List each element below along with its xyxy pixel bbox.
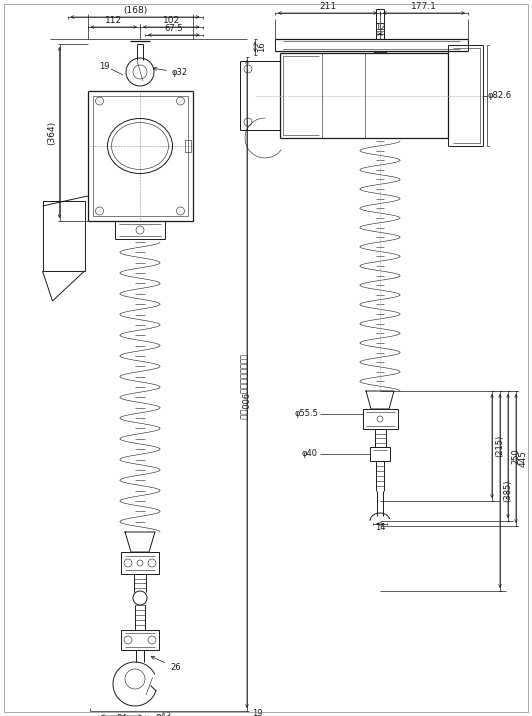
Text: 445: 445 (519, 450, 528, 467)
Polygon shape (125, 532, 155, 552)
Text: φ43: φ43 (155, 712, 171, 716)
Text: (385): (385) (503, 480, 512, 502)
Text: φ40: φ40 (302, 450, 318, 458)
Text: 16: 16 (257, 42, 266, 52)
Text: 14: 14 (375, 523, 385, 532)
Text: フック間最小距離900以下: フック間最小距離900以下 (239, 354, 248, 420)
Text: φ82.6: φ82.6 (488, 91, 512, 100)
Text: 12: 12 (375, 23, 385, 32)
Text: 177.1: 177.1 (411, 2, 437, 11)
Text: 26: 26 (151, 657, 181, 672)
Text: (364): (364) (47, 120, 56, 145)
Polygon shape (366, 391, 394, 409)
Text: 102: 102 (163, 16, 180, 25)
Text: 19: 19 (99, 62, 109, 71)
Bar (370, 447, 390, 461)
Text: (168): (168) (123, 6, 147, 15)
Bar (185, 140, 190, 152)
Bar (121, 630, 159, 650)
Text: 112: 112 (105, 16, 122, 25)
Text: 211: 211 (319, 2, 336, 11)
Text: 250: 250 (511, 448, 520, 464)
Bar (43, 201, 85, 271)
Text: 84: 84 (116, 714, 127, 716)
Text: φ55.5: φ55.5 (294, 410, 318, 418)
Text: (215): (215) (495, 435, 504, 457)
Text: φ32: φ32 (153, 67, 188, 77)
Bar (362, 409, 397, 429)
Bar (121, 552, 159, 574)
Text: 67.5: 67.5 (164, 24, 183, 33)
Text: 19: 19 (252, 710, 262, 716)
